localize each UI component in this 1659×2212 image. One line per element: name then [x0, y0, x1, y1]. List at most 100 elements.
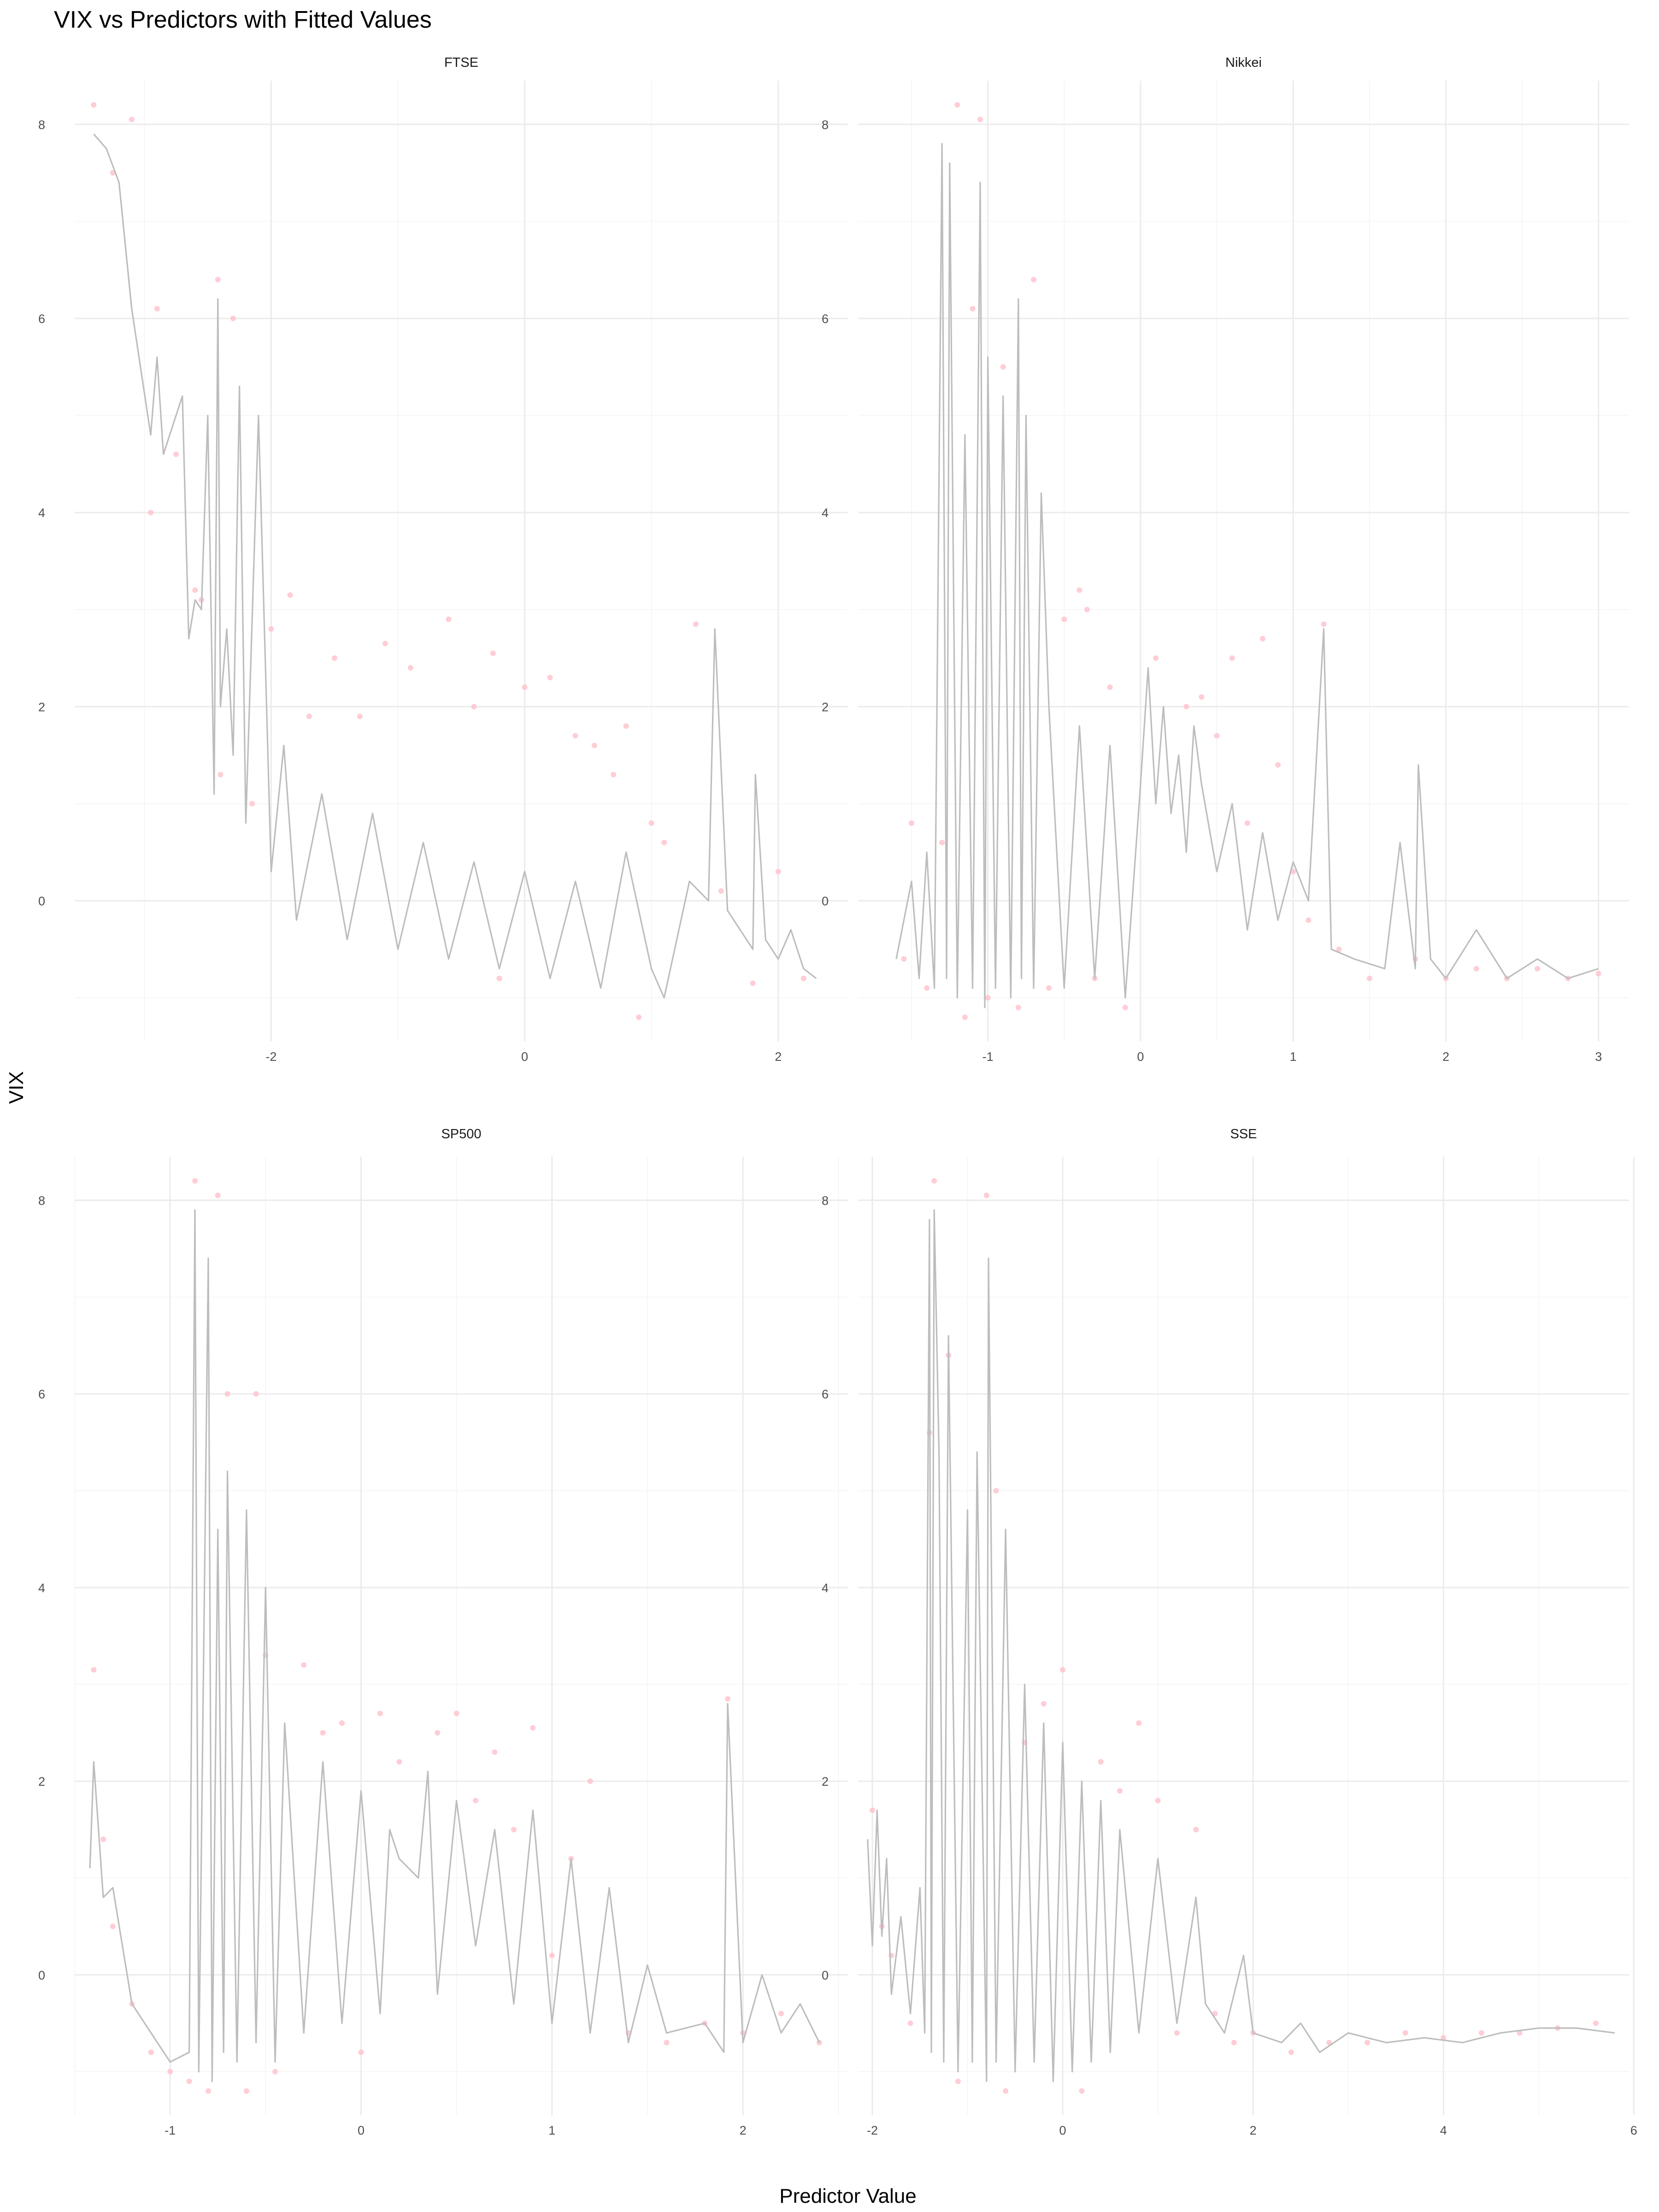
data-point	[91, 1667, 97, 1673]
y-tick-label: 8	[38, 118, 45, 132]
y-tick-label: 4	[822, 1581, 829, 1595]
y-tick-label: 4	[822, 506, 829, 520]
y-tick-label: 0	[38, 1968, 45, 1982]
data-point	[1084, 606, 1090, 612]
data-point	[377, 1711, 383, 1717]
data-point	[1365, 2040, 1371, 2046]
data-point	[490, 650, 496, 656]
data-point	[148, 2049, 154, 2055]
data-point	[253, 1391, 259, 1397]
data-point	[962, 1014, 968, 1020]
data-point	[970, 306, 976, 312]
data-point	[1275, 762, 1281, 768]
data-point	[301, 1662, 307, 1668]
data-point	[664, 2040, 670, 2046]
data-point	[357, 713, 363, 719]
data-point	[816, 2040, 822, 2046]
x-tick-label: 0	[358, 2124, 365, 2137]
y-tick-label: 0	[822, 1968, 829, 1982]
data-point	[1259, 635, 1265, 641]
data-point	[587, 1778, 593, 1784]
data-point	[1593, 2020, 1599, 2026]
data-point	[496, 976, 502, 982]
data-point	[623, 723, 629, 729]
data-point	[1517, 2030, 1523, 2036]
data-point	[1107, 684, 1113, 690]
y-tick-label: 6	[38, 312, 45, 326]
facet-label-sse: SSE	[1230, 1127, 1257, 1141]
data-point	[167, 2069, 173, 2075]
data-point	[800, 976, 806, 982]
data-point	[471, 704, 477, 710]
data-point	[320, 1730, 326, 1736]
data-point	[954, 102, 960, 108]
y-tick-label: 8	[822, 1194, 829, 1208]
x-tick-label: 1	[548, 2124, 555, 2137]
data-point	[724, 1696, 730, 1702]
x-tick-label: 2	[740, 2124, 747, 2137]
data-point	[1030, 276, 1036, 282]
fitted-line-sse	[867, 1209, 1615, 2083]
data-point	[939, 840, 945, 846]
data-point	[1117, 1788, 1123, 1794]
data-point	[148, 510, 154, 516]
data-point	[1595, 971, 1601, 977]
data-point	[1174, 2030, 1180, 2036]
data-point	[339, 1720, 345, 1726]
data-point	[110, 1924, 116, 1930]
data-point	[530, 1725, 536, 1731]
data-point	[908, 820, 914, 826]
data-point	[396, 1759, 402, 1765]
data-point	[1079, 2088, 1085, 2094]
data-point	[154, 306, 160, 312]
data-point	[1122, 1005, 1128, 1011]
facet-panels: -2 0 2 0 2 4 6 8 FTSE -1 0 1 2 3 0 2 4 6 8 Nikkei -1 0 1 2 0 2 4 6 8…	[38, 55, 1637, 2137]
data-point	[661, 840, 667, 846]
data-point	[983, 1193, 989, 1199]
data-point	[382, 641, 388, 647]
data-point	[1077, 587, 1082, 593]
data-point	[1441, 2035, 1447, 2041]
panel-sp500: -1 0 1 2 0 2 4 6 8 SP500	[38, 1127, 848, 2137]
data-point	[1402, 2030, 1408, 2036]
x-tick-label: 0	[1137, 1050, 1144, 1064]
data-point	[693, 621, 699, 627]
y-tick-label: 4	[38, 1581, 45, 1595]
y-tick-label: 2	[822, 1775, 829, 1788]
data-point	[186, 2078, 192, 2084]
data-point	[1153, 655, 1159, 661]
y-tick-label: 8	[38, 1194, 45, 1208]
x-tick-label: 2	[1442, 1050, 1449, 1064]
data-point	[591, 742, 597, 748]
data-point	[955, 2078, 961, 2084]
x-tick-label: 3	[1595, 1050, 1602, 1064]
data-point	[778, 2011, 784, 2017]
x-axis-title: Predictor Value	[779, 2185, 917, 2207]
data-point	[648, 820, 654, 826]
panel-nikkei: -1 0 1 2 3 0 2 4 6 8 Nikkei	[822, 55, 1629, 1064]
data-point	[230, 315, 236, 321]
data-point	[243, 2088, 249, 2094]
facet-label-sp500: SP500	[441, 1127, 481, 1141]
y-tick-label: 2	[38, 1775, 45, 1788]
data-point	[1098, 1759, 1104, 1765]
data-point	[572, 733, 578, 739]
y-tick-label: 2	[38, 700, 45, 714]
data-point	[192, 587, 198, 593]
data-point	[1244, 820, 1250, 826]
data-point	[1231, 2040, 1237, 2046]
data-point	[358, 2049, 364, 2055]
data-point	[993, 1488, 999, 1494]
data-point	[1229, 655, 1235, 661]
data-point	[492, 1749, 498, 1755]
data-point	[224, 1391, 230, 1397]
x-tick-label: 0	[1059, 2124, 1066, 2137]
data-point	[1136, 1720, 1142, 1726]
data-point	[100, 1836, 106, 1842]
data-point	[218, 771, 224, 777]
y-tick-label: 0	[38, 894, 45, 908]
x-tick-label: 2	[1250, 2124, 1257, 2137]
data-point	[522, 684, 528, 690]
data-point	[547, 675, 553, 681]
data-point	[1060, 1667, 1066, 1673]
